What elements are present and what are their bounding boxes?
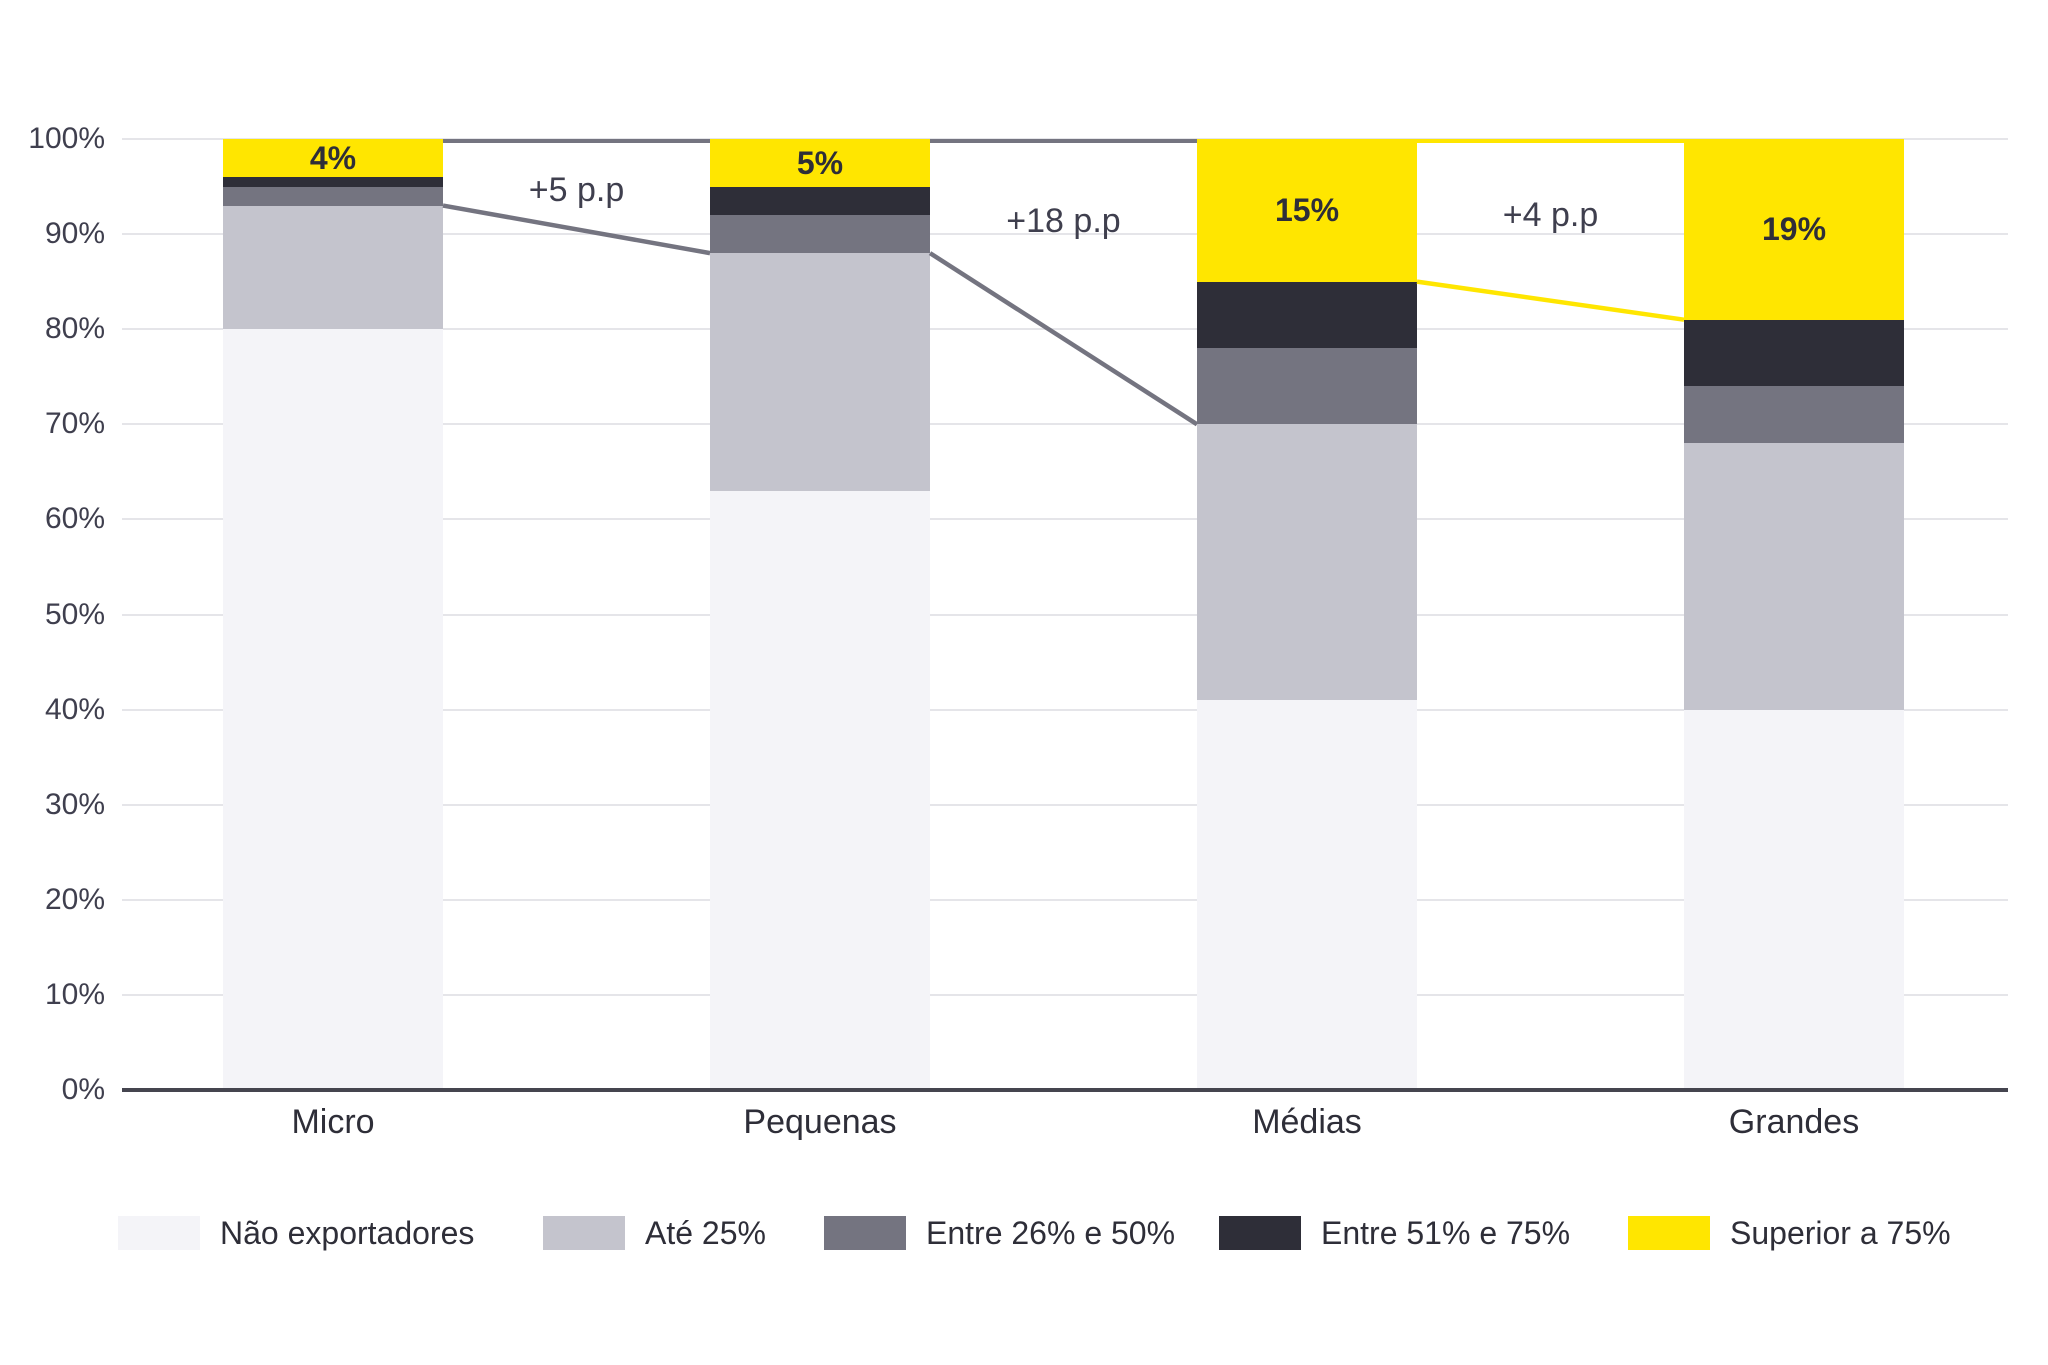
y-tick-label-50: 50% [44, 597, 105, 631]
y-tick-label-20: 20% [44, 882, 105, 916]
bar-segment-grandes-entre-26-e-50 [1684, 386, 1904, 444]
bar-segment-micro-ate-25 [223, 205, 443, 330]
y-tick-label-10: 10% [44, 977, 105, 1011]
y-tick-label-100: 100% [28, 122, 105, 155]
bar-value-label-medias: 15% [1274, 192, 1340, 229]
y-tick-label-90: 90% [44, 217, 105, 251]
legend-swatch-nao-exportadores [118, 1216, 200, 1250]
y-tick-label-0: 0% [61, 1073, 105, 1106]
delta-annotation-micro-pequenas: +5 p.p [528, 171, 625, 209]
gridline-10 [122, 993, 2008, 996]
bar-segment-pequenas-entre-26-e-50 [710, 215, 930, 254]
gridline-40 [122, 708, 2008, 711]
bar-segment-grandes-superior-a-75 [1684, 139, 1904, 320]
bar-segment-micro-nao-exportadores [223, 329, 443, 1090]
legend-swatch-superior-a-75 [1628, 1216, 1710, 1250]
bar-segment-pequenas-superior-a-75 [710, 139, 930, 187]
bar-segment-micro-entre-51-e-75 [223, 177, 443, 187]
bar-segment-pequenas-entre-51-e-75 [710, 186, 930, 216]
gridline-90 [122, 233, 2008, 236]
legend-swatch-entre-26-e-50 [824, 1216, 906, 1250]
legend-label-entre-26-e-50: Entre 26% e 50% [926, 1214, 1176, 1251]
gridline-50 [122, 613, 2008, 616]
legend-swatch-ate-25 [543, 1216, 625, 1250]
legend-swatch-entre-51-e-75 [1219, 1216, 1301, 1250]
connector-band-line-pequenas-medias [928, 251, 1199, 427]
bar-segment-pequenas-ate-25 [710, 253, 930, 491]
legend-item-superior-a-75: Superior a 75% [1628, 1214, 1951, 1251]
legend-label-ate-25: Até 25% [645, 1214, 766, 1251]
bar-segment-medias-superior-a-75 [1197, 139, 1417, 282]
bar-segment-grandes-nao-exportadores [1684, 709, 1904, 1090]
bar-segment-micro-entre-26-e-50 [223, 186, 443, 206]
legend-item-ate-25: Até 25% [543, 1214, 766, 1251]
legend-item-entre-51-e-75: Entre 51% e 75% [1219, 1214, 1571, 1251]
bar-segment-grandes-ate-25 [1684, 443, 1904, 710]
bar-segment-pequenas-nao-exportadores [710, 490, 930, 1090]
bar-value-label-grandes: 19% [1761, 211, 1827, 248]
bar-segment-micro-superior-a-75 [223, 139, 443, 178]
x-axis-label-micro: Micro [291, 1103, 375, 1141]
bar-segment-medias-entre-51-e-75 [1197, 281, 1417, 349]
y-tick-label-80: 80% [44, 312, 105, 346]
x-axis-label-grandes: Grandes [1728, 1103, 1860, 1141]
y-tick-label-70: 70% [44, 407, 105, 441]
bar-segment-medias-nao-exportadores [1197, 700, 1417, 1090]
connector-band-line-micro-pequenas [442, 203, 711, 256]
y-tick-label-30: 30% [44, 787, 105, 821]
connector-band-line-medias-grandes [1416, 279, 1685, 322]
legend-item-entre-26-e-50: Entre 26% e 50% [824, 1214, 1176, 1251]
bar-value-label-pequenas: 5% [796, 144, 844, 181]
y-tick-label-40: 40% [44, 692, 105, 726]
bar-segment-grandes-entre-51-e-75 [1684, 319, 1904, 387]
gridline-20 [122, 898, 2008, 901]
legend-item-nao-exportadores: Não exportadores [118, 1214, 475, 1251]
gridline-60 [122, 518, 2008, 521]
legend-label-superior-a-75: Superior a 75% [1730, 1214, 1951, 1251]
legend-label-nao-exportadores: Não exportadores [220, 1214, 475, 1251]
bar-segment-medias-entre-26-e-50 [1197, 348, 1417, 425]
bar-value-label-micro: 4% [309, 140, 357, 177]
bar-segment-medias-ate-25 [1197, 424, 1417, 701]
delta-annotation-pequenas-medias: +18 p.p [1006, 202, 1121, 240]
legend-label-entre-51-e-75: Entre 51% e 75% [1321, 1214, 1571, 1251]
y-tick-label-60: 60% [44, 502, 105, 536]
x-axis-label-pequenas: Pequenas [743, 1103, 897, 1141]
delta-annotation-medias-grandes: +4 p.p [1502, 196, 1599, 234]
x-axis-line [122, 1088, 2008, 1092]
x-axis-label-medias: Médias [1252, 1103, 1362, 1141]
gridline-30 [122, 803, 2008, 806]
